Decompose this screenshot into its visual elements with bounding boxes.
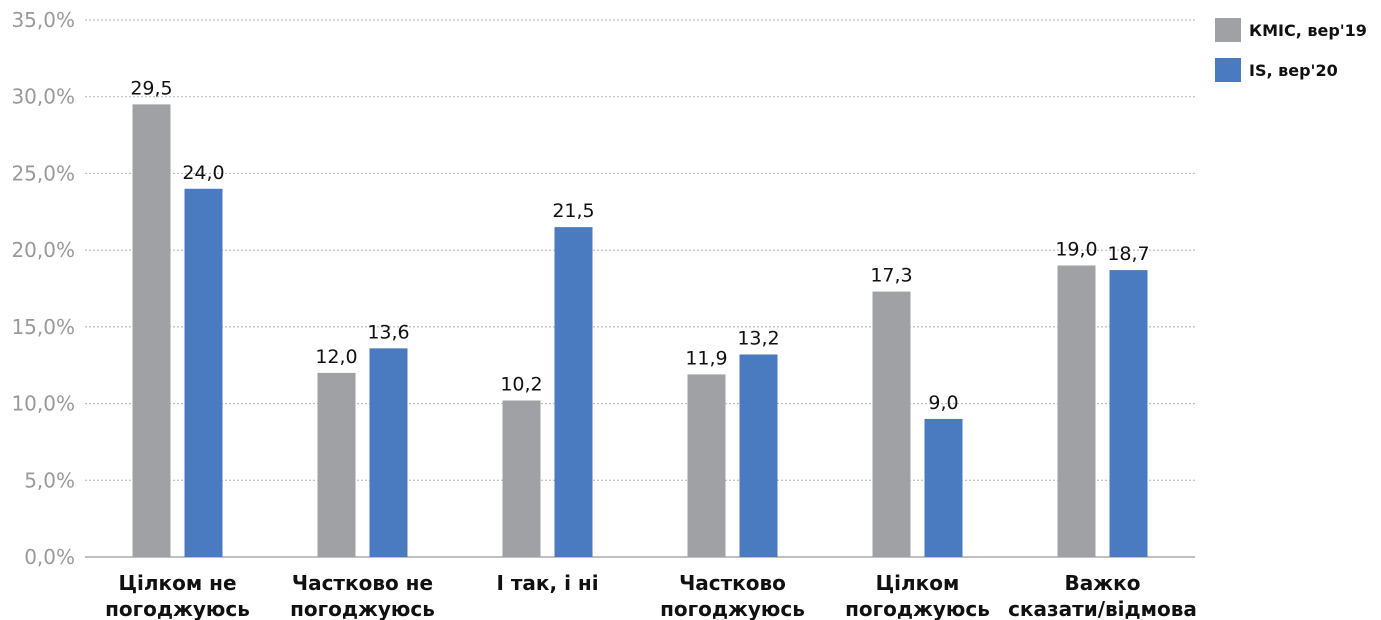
category-label: І так, і ні [496,571,598,595]
bar-is [184,188,223,557]
data-label: 12,0 [315,346,357,368]
data-label: 10,2 [500,374,542,396]
bar-is [1109,270,1148,557]
bar-kmis [872,291,911,557]
gridlines [85,19,1195,558]
y-tick-label: 5,0% [24,468,75,492]
legend-swatch [1215,18,1241,42]
y-tick-label: 15,0% [11,315,75,339]
category-label: Важко [1065,571,1141,595]
y-tick-label: 10,0% [11,392,75,416]
bar-kmis [132,104,171,557]
data-label: 21,5 [552,200,594,222]
bar-kmis [687,374,726,557]
category-label: погоджуюсь [105,597,250,620]
legend-label: IS, вер'20 [1249,61,1338,80]
y-tick-label: 35,0% [11,8,75,32]
category-label: погоджуюсь [660,597,805,620]
y-tick-label: 30,0% [11,85,75,109]
data-label: 19,0 [1055,238,1097,260]
y-tick-label: 20,0% [11,238,75,262]
bar-kmis [317,372,356,557]
data-label: 29,5 [130,77,172,99]
category-label: Частково [679,571,786,595]
data-labels: 29,5 24,0 12,0 13,6 10,2 21,5 11,9 13,2 17,3 9,0 1… [130,77,1149,414]
data-label: 24,0 [182,162,224,184]
data-label: 17,3 [870,265,912,287]
bar-is [554,227,593,557]
category-label: Цілком не [118,571,236,595]
category-label: погоджуюсь [845,597,990,620]
legend: КМІС, вер'19 IS, вер'20 [1215,18,1367,82]
bars [132,104,1148,557]
data-label: 9,0 [928,392,958,414]
bar-is [924,418,963,557]
y-tick-label: 0,0% [24,545,75,569]
category-label: Частково не [292,571,433,595]
legend-swatch [1215,58,1241,82]
bar-is [739,354,778,557]
y-axis-ticks: 0,0% 5,0% 10,0% 15,0% 20,0% 25,0% 30,0% 35,0% [11,8,75,569]
data-label: 11,9 [685,347,727,369]
y-tick-label: 25,0% [11,161,75,185]
category-label: погоджуюсь [290,597,435,620]
bar-kmis [502,400,541,557]
data-label: 13,6 [367,321,409,343]
legend-label: КМІС, вер'19 [1249,21,1367,40]
data-label: 18,7 [1107,243,1149,265]
bar-kmis [1057,265,1096,557]
bar-is [369,348,408,557]
category-label: сказати/відмова [1008,597,1197,620]
data-label: 13,2 [737,327,779,349]
category-label: Цілком [876,571,960,595]
